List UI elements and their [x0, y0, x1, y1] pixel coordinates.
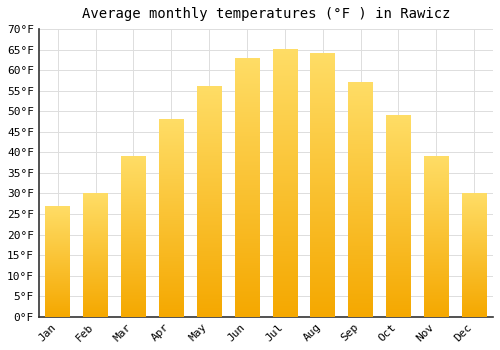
Title: Average monthly temperatures (°F ) in Rawicz: Average monthly temperatures (°F ) in Ra…: [82, 7, 450, 21]
